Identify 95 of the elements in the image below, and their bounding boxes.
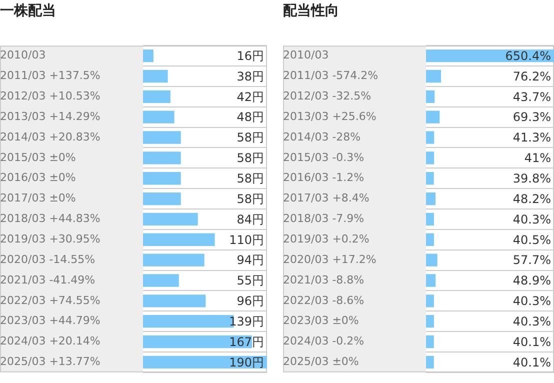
y-tick-label: 2013/03 +25.6% [283,110,376,123]
data-label: 94円 [236,253,264,268]
data-label: 40.5% [512,232,551,247]
bar [426,315,434,328]
data-label: 58円 [236,151,264,166]
data-label: 58円 [236,130,264,145]
y-tick-label: 2019/03 +30.95% [0,232,100,246]
bar [143,172,181,185]
text: 配当性向 [283,2,339,20]
bar [426,172,434,185]
y-tick-label: 2012/03 +10.53% [0,90,100,103]
bar [426,335,434,348]
data-label: 38円 [236,69,264,84]
y-tick-label: 2022/03 +74.55% [0,294,100,307]
bar [143,152,181,164]
bar [426,70,441,83]
y-tick-label: 2023/03 +44.79% [0,314,100,328]
bar [143,254,204,266]
y-tick-label: 2014/03 -28% [283,130,361,144]
bar [143,90,170,103]
data-label: 40.1% [512,334,551,349]
bar [426,110,440,124]
y-tick-label: 2015/03 ±0% [0,150,76,164]
y-tick-label: 2018/03 +44.83% [0,212,100,226]
y-tick-label: 2016/03 -1.2% [283,171,364,184]
y-tick-label: 2022/03 -8.6% [283,294,364,307]
data-label: 41.3% [512,130,551,145]
y-tick-label: 2011/03 -574.2% [283,69,378,82]
bar [143,233,215,246]
data-label: 40.1% [512,355,551,370]
bar [143,274,179,287]
data-label: 16円 [236,48,264,63]
bar [426,274,436,287]
bar [143,192,181,206]
data-label: 167円 [229,334,264,349]
y-tick-label: 2010/03 [0,48,46,62]
y-tick-label: 2013/03 +14.29% [0,110,100,123]
data-label: 84円 [236,212,264,226]
y-tick-label: 2019/03 +0.2% [283,232,370,246]
y-tick-label: 2025/03 ±0% [283,355,359,368]
bar [143,356,267,369]
bar [426,192,436,206]
y-tick-label: 2021/03 -41.49% [0,273,96,286]
bar [143,212,198,226]
y-tick-label: 2021/03 -8.8% [283,273,364,286]
y-tick-label: 2020/03 -14.55% [0,252,96,266]
data-label: 48.9% [512,274,551,288]
bar [143,70,168,83]
data-label: 42円 [236,90,264,104]
data-label: 41% [524,151,551,166]
data-label: 57.7% [512,253,551,268]
data-label: 58円 [236,192,264,206]
data-label: 55円 [236,274,264,288]
data-label: 48円 [236,110,264,124]
y-tick-label: 2020/03 +17.2% [283,252,376,266]
data-label: 43.7% [512,90,551,104]
bar [143,294,206,308]
data-label: 40.3% [512,294,551,308]
bar [426,152,434,164]
y-tick-label: 2024/03 -0.2% [283,334,364,348]
bar [143,110,174,124]
bar [426,294,434,308]
bar [426,131,434,144]
data-label: 48.2% [512,192,551,206]
y-tick-label: 2024/03 +20.14% [0,334,100,348]
data-label: 39.8% [512,171,551,186]
data-label: 96円 [236,294,264,308]
y-tick-label: 2015/03 -0.3% [283,150,364,164]
bar [426,254,438,266]
y-tick-label: 2017/03 +8.4% [283,192,370,205]
y-tick-label: 2023/03 ±0% [283,314,359,328]
data-label: 110円 [229,232,264,247]
y-tick-label: 2018/03 -7.9% [283,212,364,226]
bar [143,131,181,144]
data-label: 40.3% [512,314,551,328]
bar [426,356,434,369]
data-label: 69.3% [512,110,551,124]
y-tick-label: 2014/03 +20.83% [0,130,100,144]
bar [143,335,252,348]
y-tick-label: 2010/03 [283,48,329,62]
y-tick-label: 2017/03 ±0% [0,192,76,205]
data-label: 76.2% [512,69,551,84]
y-tick-label: 2012/03 -32.5% [283,90,372,103]
data-label: 40.3% [512,212,551,226]
data-label: 650.4% [505,48,551,63]
y-tick-label: 2016/03 ±0% [0,171,76,184]
text: 一株配当 [0,2,56,20]
bar [426,90,435,103]
bar [426,233,434,246]
bar [143,49,154,62]
y-tick-label: 2011/03 +137.5% [0,69,100,82]
data-label: 190円 [229,355,264,370]
data-label: 58円 [236,171,264,186]
bar [426,212,434,226]
y-tick-label: 2025/03 +13.77% [0,355,100,368]
